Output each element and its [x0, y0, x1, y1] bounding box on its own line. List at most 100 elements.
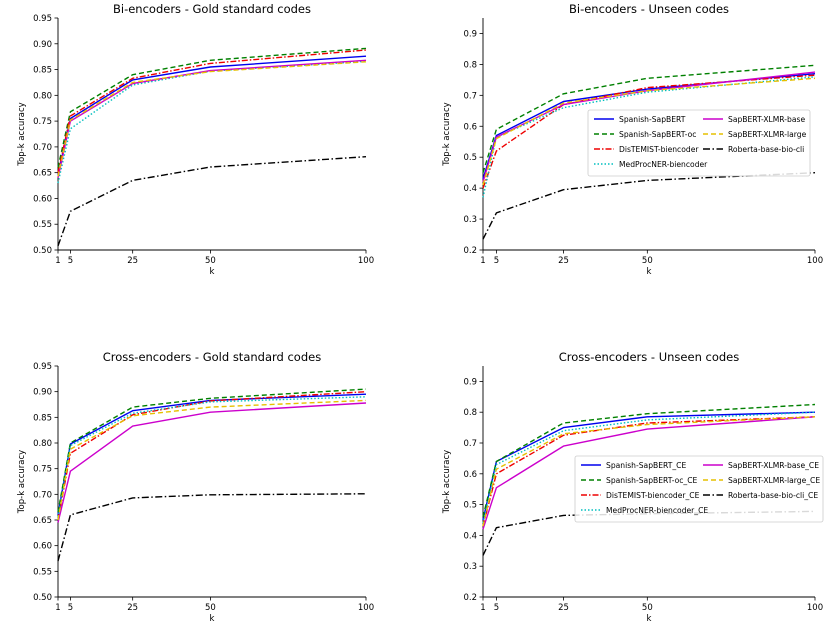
y-tick-label: 0.50: [33, 593, 52, 603]
legend-label: SapBERT-XLMR-base_CE: [728, 461, 819, 470]
y-tick-label: 0.8: [463, 408, 477, 418]
y-tick-label: 0.85: [33, 66, 52, 76]
x-tick-label: 25: [558, 603, 569, 613]
x-tick-label: 100: [358, 256, 374, 266]
series-line: [482, 172, 816, 240]
y-tick-label: 0.4: [463, 184, 477, 194]
x-tick-label: 25: [558, 256, 569, 266]
legend-label: Spanish-SapBERT-oc: [619, 130, 696, 139]
series-line: [57, 396, 367, 518]
series-line: [482, 74, 816, 189]
y-tick-label: 0.50: [33, 246, 52, 256]
series-line: [482, 510, 816, 556]
y-tick-label: 0.3: [463, 562, 477, 572]
legend-box: [587, 109, 811, 177]
chart-panel-3: Cross-encoders - Gold standard codes 0.50…: [17, 350, 374, 624]
legend-label: SapBERT-XLMR-large: [728, 130, 807, 139]
y-tick-label: 0.90: [33, 388, 52, 398]
x-tick-label: 50: [205, 256, 216, 266]
y-tick-label: 0.3: [463, 215, 477, 225]
y-axis-label: Top-k accuracy: [442, 102, 452, 166]
y-tick-label: 0.6: [463, 122, 477, 132]
series-line: [57, 61, 367, 177]
y-tick-label: 0.80: [33, 439, 52, 449]
y-tick-label: 0.65: [33, 169, 52, 179]
y-tick-label: 0.60: [33, 194, 52, 204]
x-tick-label: 100: [358, 603, 374, 613]
legend-label: Spanish-SapBERT_CE: [606, 461, 686, 470]
series-line: [57, 60, 367, 184]
y-tick-label: 0.5: [463, 501, 477, 511]
y-tick-label: 0.8: [463, 60, 477, 70]
series-line: [57, 399, 367, 521]
x-tick-label: 1: [55, 603, 60, 613]
y-tick-label: 0.95: [33, 14, 52, 24]
series-line: [57, 493, 367, 562]
series-line: [57, 156, 367, 247]
chart-title: Bi-encoders - Gold standard codes: [113, 2, 311, 16]
y-tick-label: 0.70: [33, 143, 52, 153]
x-tick-label: 5: [494, 256, 499, 266]
series-line: [57, 402, 367, 523]
y-tick-label: 0.75: [33, 117, 52, 127]
series-line: [57, 55, 367, 176]
series-line: [482, 403, 816, 518]
chart-title: Bi-encoders - Unseen codes: [569, 2, 729, 16]
chart-title: Cross-encoders - Gold standard codes: [103, 350, 321, 364]
legend-label: MedProcNER-biencoder_CE: [606, 506, 708, 515]
y-tick-label: 0.2: [463, 593, 477, 603]
x-tick-label: 1: [480, 603, 485, 613]
y-tick-label: 0.60: [33, 542, 52, 552]
series-line: [482, 416, 816, 527]
legend-label: DisTEMIST-biencoder: [619, 145, 699, 154]
chart-panel-4: Cross-encoders - Unseen codes 0.2 0.3 0.4 0.…: [442, 350, 824, 624]
x-tick-label: 25: [127, 603, 138, 613]
y-axis-label: Top-k accuracy: [442, 450, 452, 514]
y-tick-label: 0.9: [463, 377, 477, 387]
y-tick-label: 0.2: [463, 246, 477, 256]
x-axis-label: k: [647, 267, 652, 277]
series-line: [482, 416, 816, 530]
x-tick-label: 5: [494, 603, 499, 613]
legend-label: SapBERT-XLMR-large_CE: [728, 476, 820, 485]
y-tick-label: 0.90: [33, 40, 52, 50]
y-tick-label: 0.70: [33, 490, 52, 500]
chart-panel-1: Bi-encoders - Gold standard codes 0.50 0.5…: [17, 2, 374, 277]
x-axis-label: k: [210, 614, 215, 624]
chart-title: Cross-encoders - Unseen codes: [559, 350, 739, 364]
y-axis-label: Top-k accuracy: [17, 450, 27, 514]
legend-label: Spanish-SapBERT: [619, 115, 686, 124]
x-tick-label: 50: [205, 603, 216, 613]
series-line: [482, 416, 816, 527]
y-tick-label: 0.95: [33, 362, 52, 372]
y-axis-label: Top-k accuracy: [17, 102, 27, 166]
x-axis-label: k: [647, 614, 652, 624]
y-tick-label: 0.55: [33, 220, 52, 230]
x-tick-label: 25: [127, 256, 138, 266]
y-tick-label: 0.7: [463, 91, 477, 101]
series-line: [57, 391, 367, 521]
x-tick-label: 5: [68, 256, 73, 266]
x-tick-label: 1: [480, 256, 485, 266]
y-tick-label: 0.80: [33, 91, 52, 101]
series-line: [57, 49, 367, 173]
chart-panel-2: Bi-encoders - Unseen codes 0.2 0.3 0.4 0.5 0.…: [442, 2, 823, 277]
y-tick-label: 0.55: [33, 567, 52, 577]
x-tick-label: 5: [68, 603, 73, 613]
x-tick-label: 50: [642, 603, 653, 613]
y-tick-label: 0.65: [33, 516, 52, 526]
legend-label: Roberta-base-bio-cli: [728, 145, 804, 154]
series-line: [482, 77, 816, 186]
y-tick-label: 0.5: [463, 153, 477, 163]
legend: Spanish-SapBERT Spanish-SapBERT-oc DisTEMI…: [587, 109, 811, 177]
legend-label: Spanish-SapBERT-oc_CE: [606, 476, 697, 485]
legend-box: [574, 455, 824, 523]
legend-label: SapBERT-XLMR-base: [728, 115, 805, 124]
x-tick-label: 1: [55, 256, 60, 266]
series-line: [57, 388, 367, 513]
x-axis-label: k: [210, 267, 215, 277]
x-tick-label: 100: [807, 256, 823, 266]
x-tick-label: 50: [642, 256, 653, 266]
x-tick-label: 100: [807, 603, 823, 613]
